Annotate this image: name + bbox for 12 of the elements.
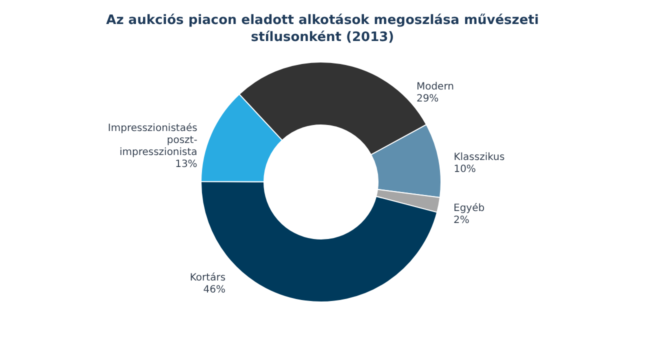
data-label: 2% <box>454 214 470 226</box>
text: stílusonként (2013) <box>250 30 394 45</box>
slice-label: Impresszionistaés poszt-impresszionista <box>108 122 198 158</box>
slice-label: Klasszikus <box>454 152 505 164</box>
data-label: 10% <box>454 164 476 176</box>
data-label: 29% <box>416 94 439 105</box>
data-label: 13% <box>175 158 198 170</box>
slice-label: Kortárs <box>190 272 226 284</box>
data-label: 46% <box>203 284 226 296</box>
slice-label: Modern <box>416 82 454 93</box>
text: Az aukciós piacon eladott alkotások megoszlása művészeti <box>106 13 539 28</box>
slice-label: Egyéb <box>454 202 485 214</box>
